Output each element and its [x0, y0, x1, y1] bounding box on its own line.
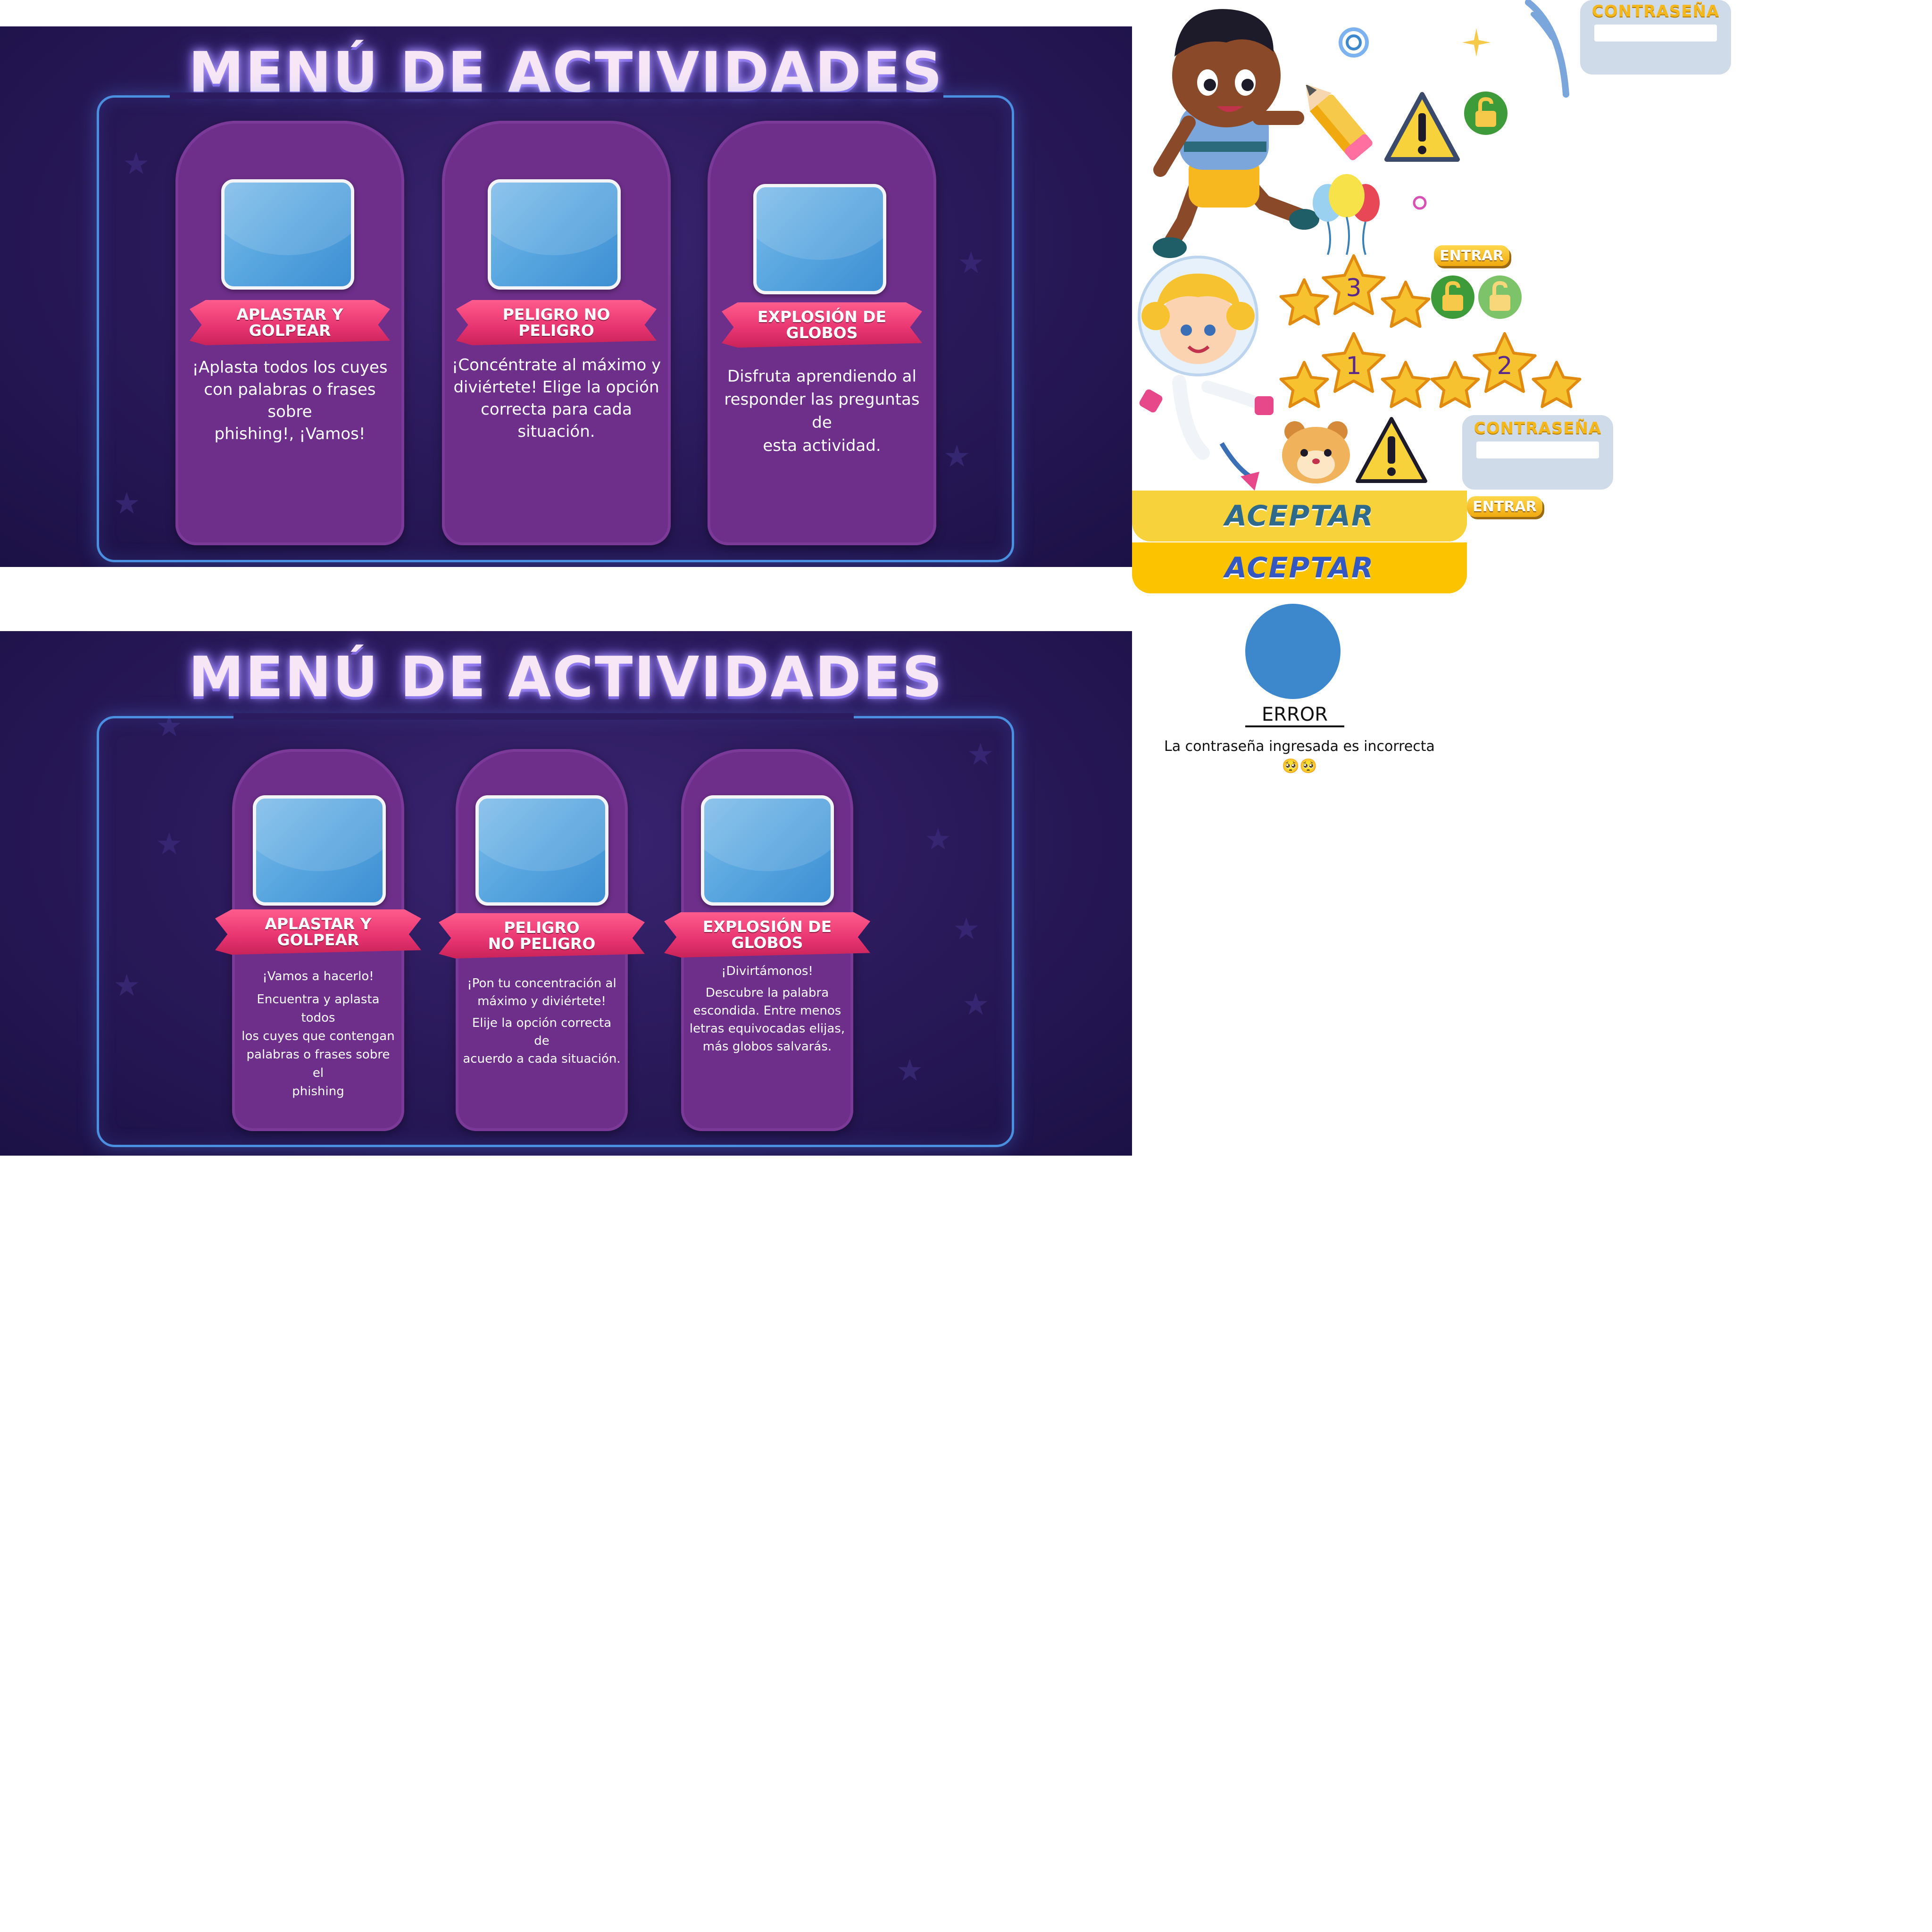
- warning-icon: [1384, 92, 1460, 162]
- activity-title-ribbon: EXPLOSIÓN DE GLOBOS: [664, 912, 870, 958]
- star-icon: [1279, 361, 1329, 408]
- activity-title-ribbon: EXPLOSIÓN DE GLOBOS: [722, 302, 922, 348]
- activity-thumbnail[interactable]: [475, 795, 608, 906]
- password-input[interactable]: [1476, 441, 1599, 458]
- activity-card-globos[interactable]: EXPLOSIÓN DE GLOBOS Disfruta aprendiendo…: [708, 121, 936, 545]
- error-message: La contraseña ingresada es incorrecta 🥺🥺: [1151, 737, 1448, 776]
- accept-button[interactable]: ACEPTAR: [1132, 491, 1467, 541]
- star-icon: [1473, 332, 1537, 393]
- activity-description: ¡Vamos a hacerlo! Encuentra y aplasta to…: [242, 969, 395, 1099]
- activity-description: ¡Concéntrate al máximo y diviértete! Eli…: [451, 356, 661, 441]
- activity-title-ribbon: PELIGRO NO PELIGRO: [456, 300, 657, 345]
- rating-stars: 3 1 2: [1279, 254, 1582, 408]
- activity-thumbnail[interactable]: [753, 184, 886, 294]
- activity-menu-panel-2: ★ ★ ★ ★ ★ ★ ★ ★ MENÚ DE ACTIVIDADES APLA…: [0, 631, 1132, 1156]
- activity-thumbnail[interactable]: [488, 179, 621, 290]
- enter-button[interactable]: ENTRAR: [1467, 496, 1542, 517]
- star-number: 1: [1346, 352, 1361, 380]
- star-number: 3: [1346, 274, 1361, 302]
- activity-description: Disfruta aprendiendo al responder las pr…: [724, 367, 920, 455]
- password-label: CONTRASEÑA: [1474, 419, 1602, 438]
- star-icon: [1381, 361, 1431, 408]
- lock-open-icon: [1431, 275, 1474, 319]
- activity-title-ribbon: PELIGRO NO PELIGRO: [439, 913, 645, 958]
- star-icon: [1532, 361, 1582, 408]
- pencil-icon: [1305, 85, 1373, 160]
- error-circle-icon: [1245, 604, 1341, 699]
- page-title: MENÚ DE ACTIVIDADES: [188, 644, 944, 709]
- swoosh-icon: [1525, 0, 1569, 98]
- activity-thumbnail[interactable]: [701, 795, 834, 906]
- activity-menu-panel-1: ★ ★ ★ ★ ★ ★ ★ ★ MENÚ DE ACTIVIDADES APLA…: [0, 26, 1132, 567]
- sparkle-icon: [1413, 196, 1427, 210]
- accept-button[interactable]: ACEPTAR: [1132, 542, 1467, 593]
- boy-character-icon: [1153, 9, 1319, 258]
- activity-card-globos[interactable]: EXPLOSIÓN DE GLOBOS ¡Divirtámonos! Descu…: [664, 749, 870, 1131]
- star-icon: [1430, 361, 1480, 408]
- star-icon: [1322, 254, 1386, 315]
- password-label: CONTRASEÑA: [1591, 2, 1720, 21]
- star-icon: [1322, 332, 1386, 393]
- activity-description: ¡Pon tu concentración al máximo y diviér…: [463, 976, 621, 1066]
- sad-emoji-icon: 🥺🥺: [1282, 758, 1317, 774]
- hamster-icon: [1282, 421, 1350, 483]
- balloons-icon: [1313, 174, 1380, 255]
- star-number: 2: [1497, 352, 1512, 380]
- ring-icon: [1339, 27, 1369, 58]
- star-icon: [1279, 278, 1329, 326]
- lock-open-icon: [1478, 275, 1522, 319]
- sparkle-icon: [1462, 28, 1491, 57]
- activity-card-aplastar[interactable]: APLASTAR Y GOLPEAR ¡Aplasta todos los cu…: [175, 121, 404, 545]
- lock-open-icon: [1464, 92, 1507, 135]
- enter-button[interactable]: ENTRAR: [1434, 245, 1509, 266]
- activity-title-ribbon: APLASTAR Y GOLPEAR: [215, 909, 421, 955]
- activity-thumbnail[interactable]: [221, 179, 354, 290]
- password-box: CONTRASEÑA: [1462, 415, 1613, 490]
- activity-description: ¡Aplasta todos los cuyes con palabras o …: [192, 358, 388, 443]
- password-box: CONTRASEÑA: [1580, 0, 1731, 75]
- password-input[interactable]: [1594, 25, 1717, 42]
- activity-card-aplastar[interactable]: APLASTAR Y GOLPEAR ¡Vamos a hacerlo! Enc…: [215, 749, 421, 1131]
- girl-astronaut-icon: [1138, 256, 1274, 491]
- error-title: ERROR: [1245, 704, 1344, 727]
- activity-card-peligro[interactable]: PELIGRO NO PELIGRO ¡Concéntrate al máxim…: [442, 121, 671, 545]
- activity-card-peligro[interactable]: PELIGRO NO PELIGRO ¡Pon tu concentración…: [439, 749, 645, 1131]
- warning-icon: [1356, 417, 1427, 483]
- activity-description: ¡Divirtámonos! Descubre la palabra escon…: [689, 964, 845, 1054]
- star-icon: [1381, 281, 1431, 328]
- activity-thumbnail[interactable]: [253, 795, 386, 906]
- activity-title-ribbon: APLASTAR Y GOLPEAR: [190, 300, 390, 345]
